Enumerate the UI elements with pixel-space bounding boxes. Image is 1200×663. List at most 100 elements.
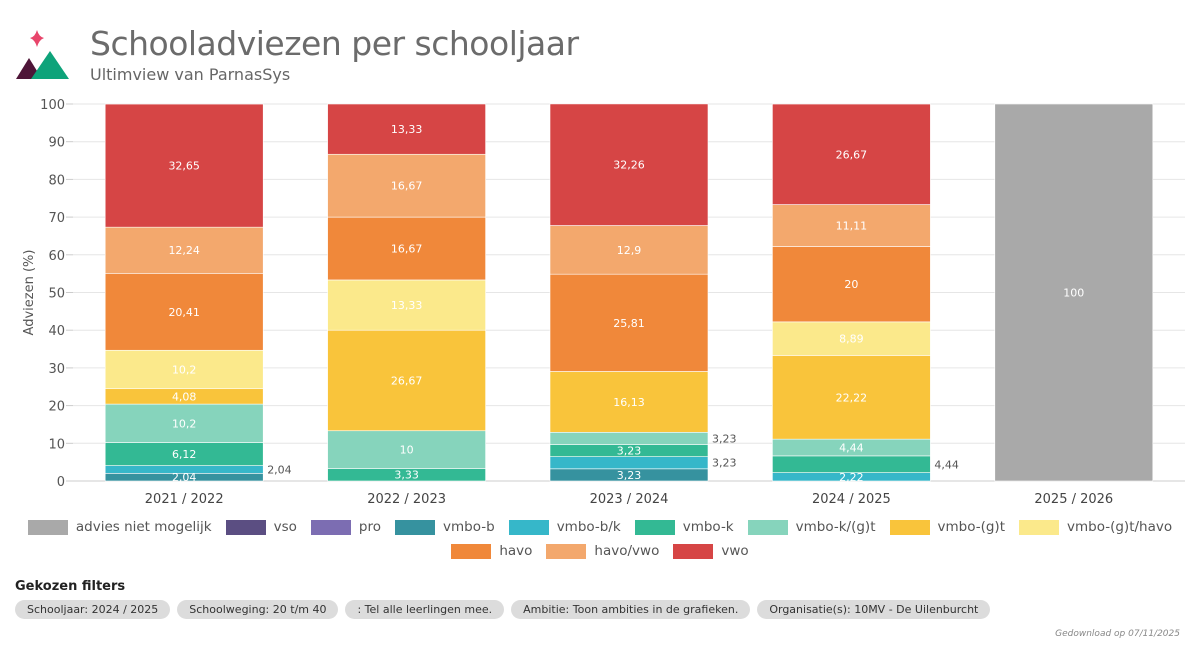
y-tick-label: 60 <box>48 249 65 264</box>
bar-segment[interactable] <box>327 103 486 155</box>
bar-segment[interactable] <box>549 225 709 275</box>
data-label: 32,65 <box>168 160 200 173</box>
y-tick-label: 50 <box>48 287 65 302</box>
legend-item[interactable]: vso <box>225 518 297 536</box>
y-tick-label: 10 <box>48 437 65 452</box>
legend-swatch <box>225 519 266 535</box>
legend-label: vmbo-b <box>443 519 495 535</box>
page-title: Schooladviezen per schooljaar <box>90 24 579 63</box>
legend-label: vmbo-b/k <box>556 519 621 535</box>
legend-swatch <box>634 519 675 535</box>
legend-swatch <box>747 519 788 535</box>
bar-segment[interactable] <box>772 103 931 205</box>
legend-swatch <box>508 519 549 535</box>
legend-item[interactable]: vwo <box>673 542 749 560</box>
data-label: 13,33 <box>391 299 423 312</box>
legend-item[interactable]: advies niet mogelijk <box>27 518 212 536</box>
x-tick-label: 2021 / 2022 <box>145 492 224 507</box>
bar-segment[interactable] <box>104 103 264 228</box>
x-tick-label: 2024 / 2025 <box>812 492 891 507</box>
bar-segment[interactable] <box>104 465 264 474</box>
legend-item[interactable]: havo <box>451 542 532 560</box>
data-label: 12,24 <box>168 244 200 257</box>
bar-segment[interactable] <box>327 279 486 331</box>
legend-label: vso <box>273 519 297 535</box>
bar-segment[interactable] <box>549 273 709 372</box>
bar-segment[interactable] <box>104 349 264 390</box>
legend-label: pro <box>358 519 382 535</box>
data-label: 4,08 <box>172 390 197 403</box>
chart-legend: advies niet mogelijk vso pro vmbo-b vmbo-b/k… <box>20 518 1180 560</box>
y-tick-label: 90 <box>48 136 65 151</box>
data-label: 3,33 <box>394 469 419 482</box>
legend-item[interactable]: vmbo-k <box>634 518 734 536</box>
bar-segment[interactable] <box>327 430 486 469</box>
legend-item[interactable]: pro <box>310 518 382 536</box>
legend-label: vmbo-k <box>682 519 734 535</box>
legend-label: havo <box>499 543 533 559</box>
legend-label: vmbo-(g)t/havo <box>1067 519 1173 535</box>
filter-chip: Ambitie: Toon ambities in de grafieken. <box>511 600 751 619</box>
stacked-bar-chart: 0 10 20 30 40 50 60 70 80 90 100 Adviezen (%) 2,04 2,… <box>22 98 1185 507</box>
y-tick-label: 100 <box>40 98 65 113</box>
bar-segment[interactable] <box>327 153 486 218</box>
legend-item[interactable]: vmbo-k/(g)t <box>747 518 876 536</box>
data-label: 100 <box>1063 287 1084 300</box>
page-subtitle: Ultimview van ParnasSys <box>90 65 291 84</box>
data-label: 20 <box>844 278 858 291</box>
legend-swatch <box>310 519 351 535</box>
bar-segment[interactable] <box>772 355 931 440</box>
legend-label: advies niet mogelijk <box>75 519 212 535</box>
bar-segment[interactable] <box>549 103 709 226</box>
filter-chip: : Tel alle leerlingen mee. <box>345 600 505 619</box>
download-date: Gedownload op 07/11/2025 <box>1055 629 1180 639</box>
y-tick-label: 20 <box>48 400 65 415</box>
legend-label: vwo <box>721 543 749 559</box>
legend-label: vmbo-(g)t <box>937 519 1006 535</box>
parnassys-logo <box>16 30 69 79</box>
data-label: 2,04 <box>267 463 292 476</box>
legend-swatch <box>673 543 714 559</box>
bar-segment[interactable] <box>104 403 264 443</box>
legend-item[interactable]: havo/vwo <box>546 542 659 560</box>
bar-segment[interactable] <box>327 216 486 281</box>
y-tick-label: 0 <box>57 475 65 490</box>
legend-item[interactable]: vmbo-b/k <box>508 518 621 536</box>
data-label: 26,67 <box>836 148 868 161</box>
y-tick-label: 30 <box>48 362 65 377</box>
filter-chips: Schooljaar: 2024 / 2025 Schoolweging: 20 … <box>15 600 991 619</box>
legend-swatch <box>451 543 492 559</box>
bar-segment[interactable] <box>772 246 931 323</box>
legend-item[interactable]: vmbo-(g)t <box>889 518 1006 536</box>
bar-segment[interactable] <box>994 103 1154 482</box>
data-label: 10,2 <box>172 417 197 430</box>
data-label: 20,41 <box>168 306 200 319</box>
data-label: 2,04 <box>172 471 197 484</box>
data-label: 13,33 <box>391 123 423 136</box>
filter-chip: Organisatie(s): 10MV - De Uilenburcht <box>757 600 991 619</box>
bar-segment[interactable] <box>549 371 709 433</box>
y-axis-label: Adviezen (%) <box>22 250 37 336</box>
legend-label: havo/vwo <box>594 543 660 559</box>
bar-segment[interactable] <box>104 273 264 351</box>
legend-item[interactable]: vmbo-(g)t/havo <box>1019 518 1172 536</box>
legend-swatch <box>395 519 436 535</box>
bar-segment[interactable] <box>772 455 931 473</box>
bar-segment[interactable] <box>772 204 931 247</box>
data-label: 11,11 <box>836 220 868 233</box>
data-label: 12,9 <box>617 244 642 257</box>
bar-segment[interactable] <box>549 431 709 445</box>
bar-segment[interactable] <box>549 456 709 470</box>
x-tick-label: 2023 / 2024 <box>590 492 669 507</box>
y-tick-label: 40 <box>48 324 65 339</box>
bar-segment[interactable] <box>772 321 931 356</box>
bar-segment[interactable] <box>327 329 486 432</box>
legend-swatch <box>1019 519 1059 535</box>
data-label: 3,23 <box>712 432 737 445</box>
y-tick-label: 70 <box>48 211 65 226</box>
data-label: 8,89 <box>839 333 864 346</box>
data-label: 22,22 <box>836 391 868 404</box>
data-label: 26,67 <box>391 374 423 387</box>
bar-segment[interactable] <box>104 226 264 274</box>
legend-item[interactable]: vmbo-b <box>395 518 495 536</box>
